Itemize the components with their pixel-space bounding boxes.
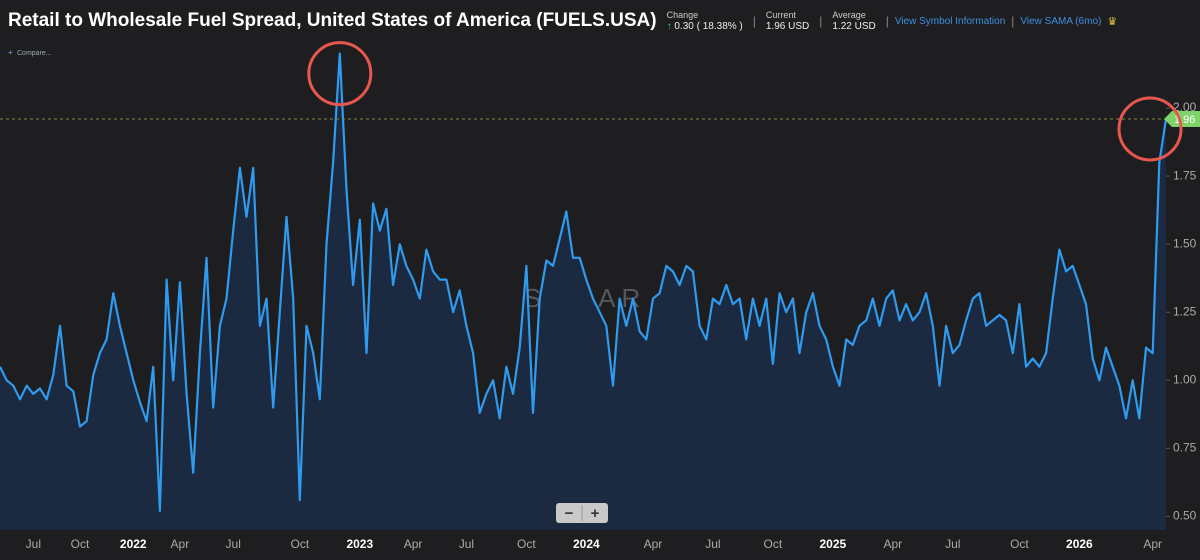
info-link[interactable]: View Symbol Information [894, 15, 1006, 27]
change-label: Change [666, 10, 699, 20]
x-tick-label: Apr [171, 537, 190, 551]
change-value: 0.30 ( 18.38% ) [674, 21, 743, 32]
current-block: Current 1.96 USD [762, 9, 813, 33]
x-tick-label: Jul [945, 537, 960, 551]
x-tick-label: 2022 [120, 537, 147, 551]
change-block: Change ↑ 0.30 ( 18.38% ) [663, 9, 747, 33]
zoom-controls: − + [556, 503, 608, 523]
separator: | [752, 14, 756, 28]
x-tick-label: Jul [705, 537, 720, 551]
x-tick-label: 2025 [820, 537, 847, 551]
sama-icon: ♛ [1107, 15, 1118, 28]
x-tick-label: Apr [883, 537, 902, 551]
highlight-circle [307, 41, 373, 107]
header: Retail to Wholesale Fuel Spread, United … [8, 6, 1117, 36]
x-tick-label: Apr [1143, 537, 1162, 551]
area [0, 53, 1166, 530]
x-tick-label: 2023 [346, 537, 373, 551]
line [0, 52, 1168, 512]
y-tick-label: 1.50 [1173, 236, 1197, 250]
x-tick-label: Jul [26, 537, 41, 551]
x-tick-label: 2026 [1066, 537, 1093, 551]
x-tick-label: 2024 [573, 537, 600, 551]
compare-button[interactable]: Compare... [17, 50, 52, 57]
average-block: Average 1.22 USD [828, 9, 879, 33]
compare-plus[interactable]: + [8, 48, 13, 57]
x-tick-label: Jul [459, 537, 474, 551]
x-tick-label: Apr [404, 537, 423, 551]
x-tick-label: Oct [290, 537, 309, 551]
up-arrow: ↑ [666, 21, 675, 32]
last-value-flag [1164, 110, 1200, 127]
average-value: 1.22 USD [832, 21, 876, 32]
x-tick-label: Jul [226, 537, 241, 551]
y-tick-label: 0.50 [1173, 509, 1197, 523]
zoom-in[interactable]: + [591, 505, 600, 522]
y-tick-label: 1.75 [1173, 168, 1197, 182]
zoom-out[interactable]: − [565, 505, 574, 522]
y-tick-label: 2.00 [1173, 100, 1197, 114]
x-tick-label: Oct [764, 537, 783, 551]
separator: | [819, 14, 823, 28]
x-tick-label: Apr [644, 537, 663, 551]
current-label: Current [765, 10, 796, 20]
x-tick-label: Oct [517, 537, 536, 551]
x-tick-label: Oct [71, 537, 90, 551]
separator: | [1011, 14, 1015, 28]
average-label: Average [832, 10, 866, 20]
y-tick-label: 1.25 [1173, 304, 1197, 318]
x-tick-label: Oct [1010, 537, 1029, 551]
sama-link[interactable]: View SAMA (6mo) [1020, 15, 1102, 27]
change-row: ↑ 0.30 ( 18.38% ) [667, 21, 743, 33]
y-tick-label: 1.00 [1173, 372, 1197, 386]
title: Retail to Wholesale Fuel Spread, United … [8, 10, 657, 31]
current-value: 1.96 USD [765, 21, 810, 32]
highlight-circle [1117, 96, 1183, 162]
y-tick-label: 0.75 [1173, 441, 1197, 455]
separator: | [885, 14, 889, 28]
